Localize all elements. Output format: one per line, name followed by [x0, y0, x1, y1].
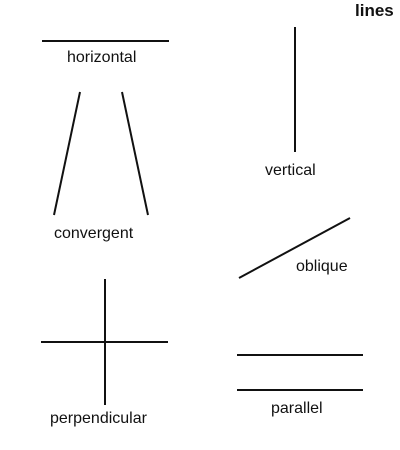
- label-parallel: parallel: [271, 400, 323, 417]
- label-convergent: convergent: [54, 225, 134, 242]
- convergent-line-right: [121, 91, 149, 216]
- label-vertical: vertical: [265, 162, 316, 179]
- convergent-line-left: [53, 91, 81, 216]
- label-oblique: oblique: [296, 258, 348, 275]
- label-perpendicular: perpendicular: [50, 410, 147, 427]
- diagram-title: lines: [355, 1, 394, 20]
- label-horizontal: horizontal: [67, 49, 137, 66]
- oblique-line: [238, 217, 351, 279]
